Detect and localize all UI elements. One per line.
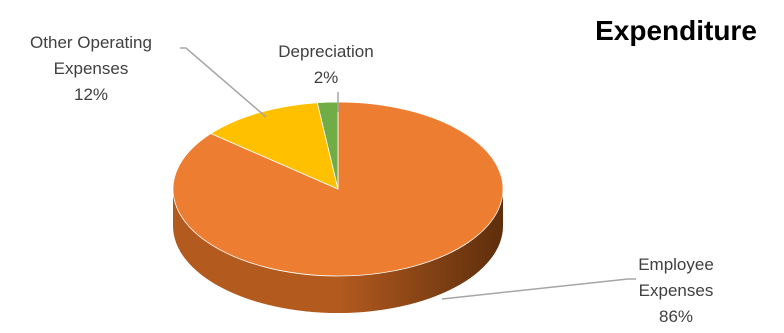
slice-category-label: Depreciation xyxy=(278,42,373,61)
data-labels: Employee Expenses 86% Other Operating Expens… xyxy=(30,33,714,326)
pie-side-0 xyxy=(173,189,503,313)
chart-title: Expenditure xyxy=(595,15,757,46)
leader-line-0 xyxy=(441,278,636,300)
slice-value-label: 2% xyxy=(314,68,339,87)
leader-lines xyxy=(180,47,636,300)
slice-value-label: 12% xyxy=(74,85,108,104)
slice-category-label: Employee xyxy=(638,255,714,274)
pie-sides xyxy=(173,189,503,313)
pie-slice-1 xyxy=(210,102,339,190)
slice-category-label: Expenses xyxy=(639,281,714,300)
pie-slices xyxy=(172,101,504,277)
slice-category-label: Other Operating xyxy=(30,33,152,52)
slice-category-label: Expenses xyxy=(54,59,129,78)
leader-line-1 xyxy=(180,47,267,118)
slice-value-label: 86% xyxy=(659,307,693,326)
